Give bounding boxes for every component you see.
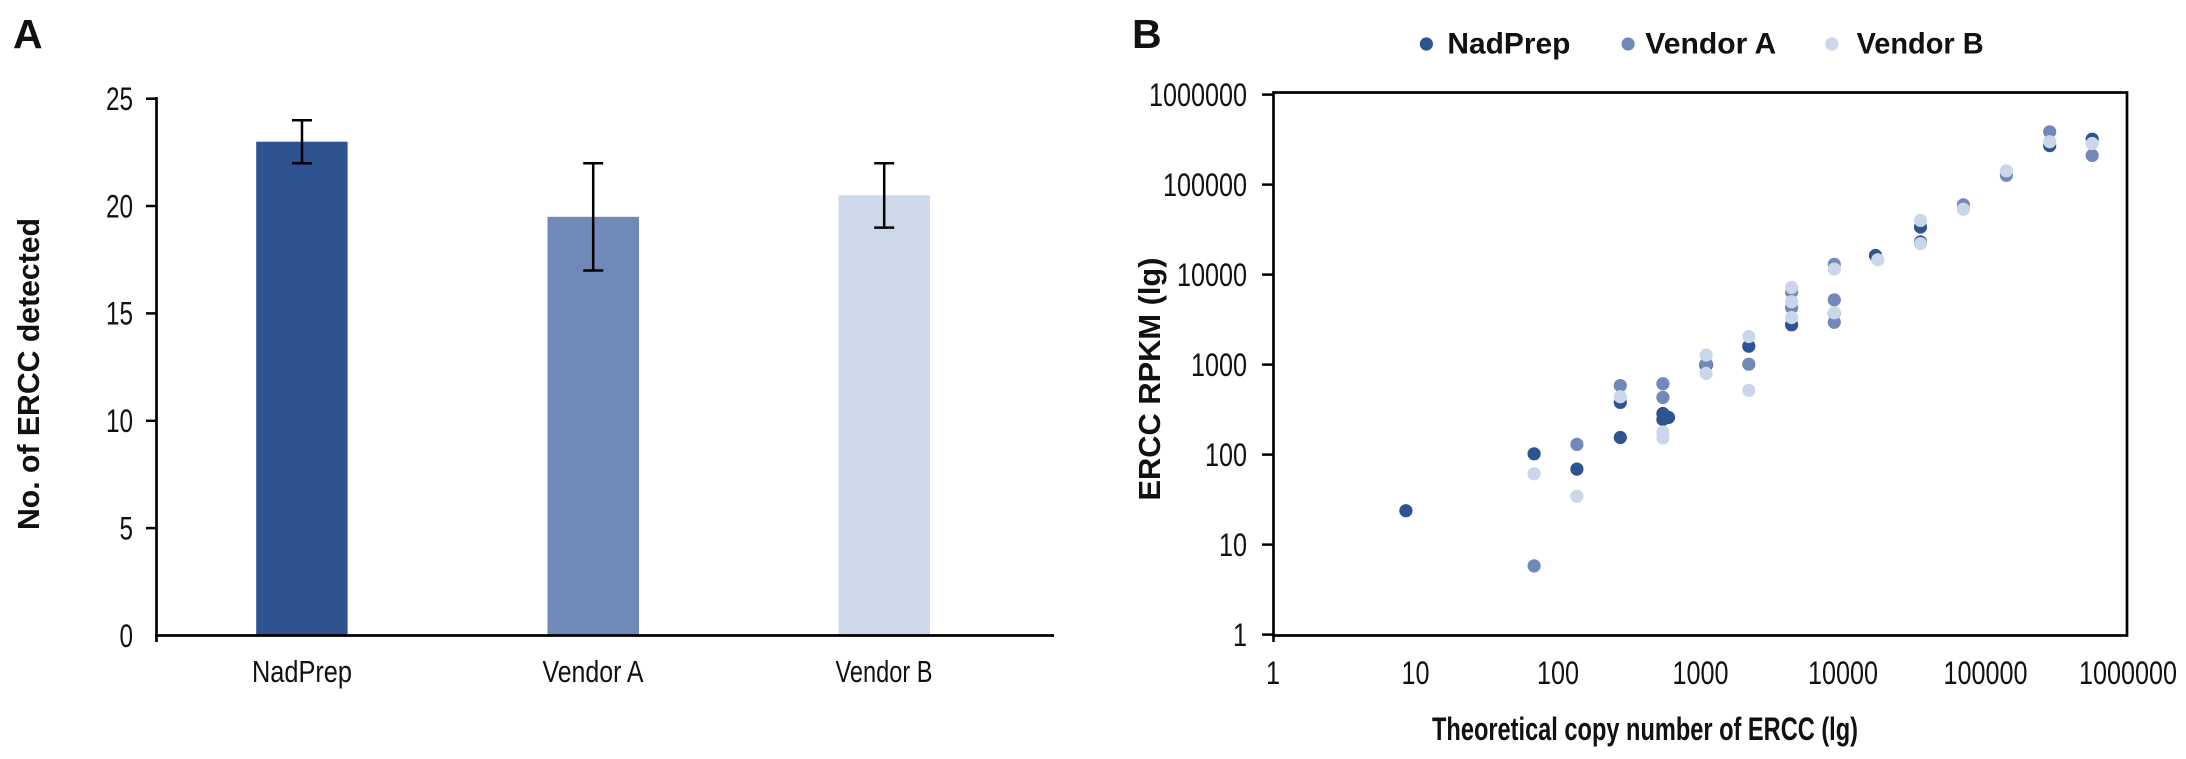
svg-text:Vendor A: Vendor A (543, 654, 644, 689)
svg-text:Vendor A: Vendor A (1645, 28, 1776, 61)
svg-text:A: A (13, 11, 43, 57)
svg-text:1: 1 (1266, 655, 1280, 691)
svg-text:1: 1 (1233, 617, 1247, 653)
svg-text:Vendor B: Vendor B (836, 654, 933, 689)
svg-text:0: 0 (120, 618, 134, 654)
svg-text:NadPrep: NadPrep (252, 654, 352, 689)
svg-text:25: 25 (106, 81, 133, 117)
svg-text:5: 5 (120, 510, 134, 546)
svg-text:15: 15 (106, 296, 133, 332)
svg-text:100000: 100000 (1944, 655, 2028, 691)
svg-text:100: 100 (1205, 437, 1247, 473)
svg-text:1000: 1000 (1673, 655, 1729, 691)
svg-text:10: 10 (1402, 655, 1430, 691)
svg-text:NadPrep: NadPrep (1447, 28, 1570, 61)
svg-text:10: 10 (1219, 527, 1247, 563)
svg-text:No. of ERCC detected: No. of ERCC detected (11, 218, 46, 530)
svg-text:100: 100 (1537, 655, 1579, 691)
svg-text:10: 10 (106, 403, 133, 439)
svg-text:20: 20 (106, 188, 133, 224)
svg-text:10000: 10000 (1177, 257, 1247, 293)
svg-text:1000: 1000 (1191, 347, 1247, 383)
svg-text:ERCC RPKM (lg): ERCC RPKM (lg) (1132, 258, 1167, 501)
svg-text:1000000: 1000000 (1149, 77, 1247, 113)
svg-text:100000: 100000 (1163, 167, 1247, 203)
svg-text:Vendor B: Vendor B (1857, 28, 1984, 61)
svg-text:B: B (1132, 11, 1162, 57)
svg-text:10000: 10000 (1808, 655, 1878, 691)
svg-text:1000000: 1000000 (2079, 655, 2177, 691)
svg-text:Theoretical copy number of ERC: Theoretical copy number of ERCC (lg) (1432, 711, 1858, 747)
